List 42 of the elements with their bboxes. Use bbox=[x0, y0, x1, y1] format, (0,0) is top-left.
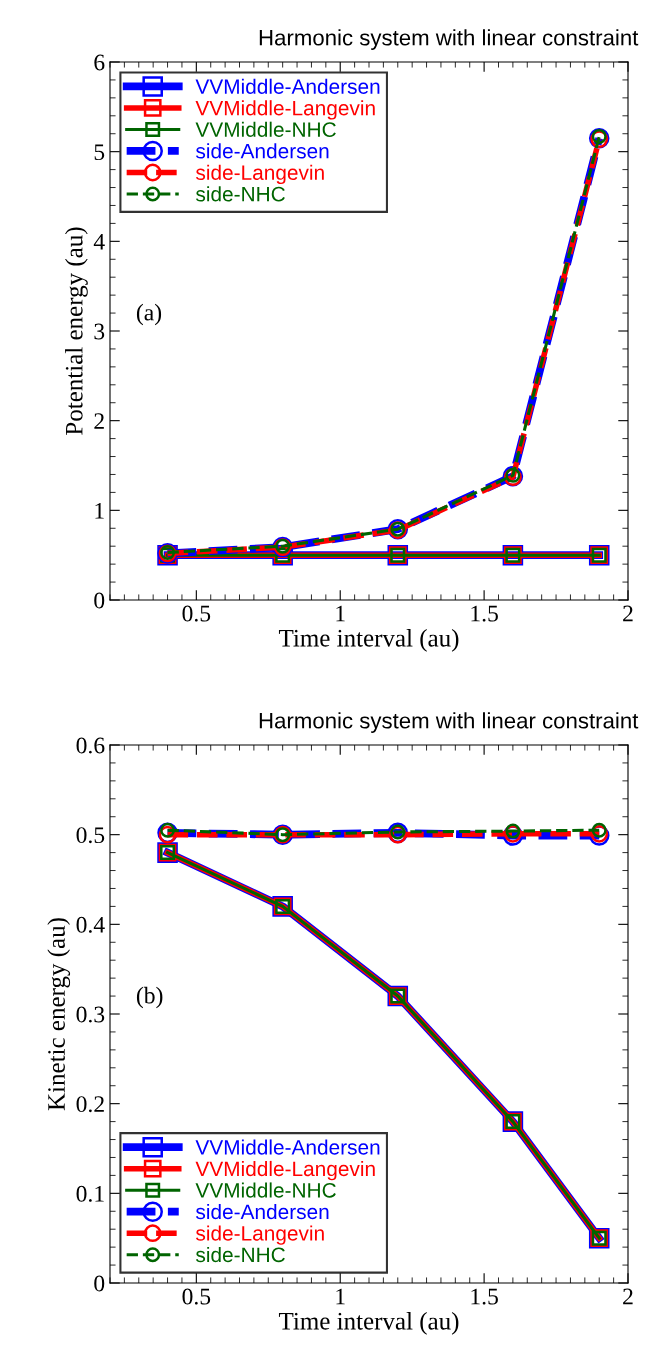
x-tick-label: 1.5 bbox=[471, 1288, 498, 1305]
legend-label: side-Langevin bbox=[196, 164, 324, 185]
annotation: (a) bbox=[136, 303, 162, 326]
legend-label: VVMiddle-Andersen bbox=[195, 78, 380, 94]
legend-label: side-Langevin bbox=[196, 1225, 324, 1245]
y-tick-label: 0 bbox=[94, 592, 105, 609]
annotation: (b) bbox=[136, 986, 163, 1009]
y-tick-label: 0.4 bbox=[76, 916, 105, 933]
y-tick-label: 4 bbox=[93, 233, 105, 250]
x-axis-title: Time interval (au) bbox=[278, 1312, 459, 1335]
legend-label: VVMiddle-NHC bbox=[195, 1182, 336, 1198]
legend-label: side-NHC bbox=[196, 186, 285, 202]
y-axis-title: Kinetic energy (au) bbox=[47, 918, 71, 1111]
y-tick-label: 0.1 bbox=[76, 1185, 104, 1202]
y-tick-label: 5 bbox=[94, 144, 105, 161]
y-tick-label: 0 bbox=[94, 1275, 105, 1292]
x-tick-label: 2 bbox=[623, 605, 633, 622]
legend-label: VVMiddle-Andersen bbox=[195, 1139, 380, 1155]
legend-label: VVMiddle-Langevin bbox=[195, 100, 375, 120]
legend-label: side-NHC bbox=[196, 1246, 285, 1263]
legend-label: VVMiddle-Langevin bbox=[195, 1160, 375, 1181]
chart-title: Harmonic system with linear constraint bbox=[259, 712, 639, 733]
x-tick-label: 0.5 bbox=[182, 1288, 211, 1305]
x-tick-label: 1 bbox=[336, 1288, 345, 1305]
y-tick-label: 6 bbox=[94, 54, 105, 71]
y-tick-label: 0.3 bbox=[76, 1006, 105, 1023]
y-tick-label: 0.5 bbox=[76, 827, 105, 844]
legend-label: side-Andersen bbox=[196, 143, 329, 159]
legend-label: side-Andersen bbox=[196, 1203, 329, 1220]
x-tick-label: 2 bbox=[623, 1288, 633, 1305]
y-tick-label: 2 bbox=[94, 413, 104, 429]
y-tick-label: 0.6 bbox=[76, 737, 105, 754]
x-tick-label: 0.5 bbox=[182, 605, 211, 622]
y-tick-label: 0.2 bbox=[76, 1096, 104, 1113]
y-tick-label: 1 bbox=[95, 502, 104, 519]
y-tick-label: 3 bbox=[94, 323, 105, 340]
legend-label: VVMiddle-NHC bbox=[195, 121, 336, 137]
x-tick-label: 1 bbox=[336, 605, 345, 622]
y-axis-title: Potential energy (au) bbox=[65, 227, 88, 435]
chart-title: Harmonic system with linear constraint bbox=[259, 29, 639, 50]
x-axis-title: Time interval (au) bbox=[278, 629, 459, 652]
x-tick-label: 1.5 bbox=[471, 605, 498, 622]
